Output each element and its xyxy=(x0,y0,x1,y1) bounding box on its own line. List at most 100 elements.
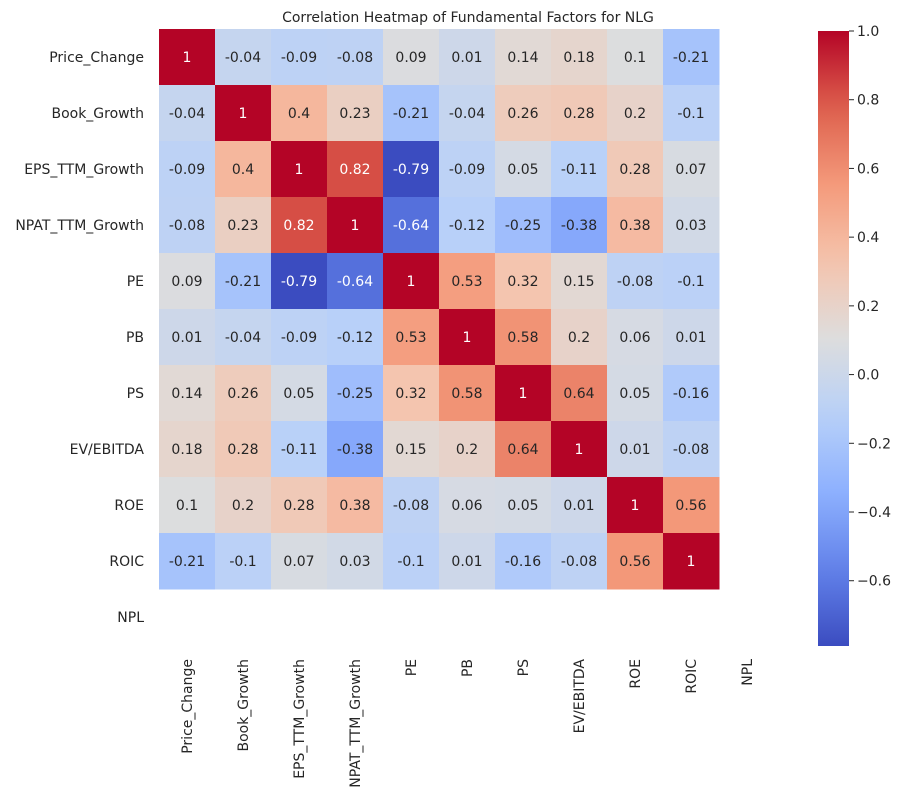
x-tick-label: PS xyxy=(516,659,532,676)
x-tick-label: PB xyxy=(460,659,476,677)
heatmap-cell xyxy=(607,29,664,86)
heatmap-cell xyxy=(551,309,608,366)
cell-annotation: -0.12 xyxy=(337,330,373,346)
heatmap-cell xyxy=(215,141,272,198)
cell-annotation: 0.58 xyxy=(507,330,538,346)
heatmap-cell xyxy=(551,421,608,478)
heatmap-cell xyxy=(663,309,720,366)
cell-annotation: 0.32 xyxy=(507,274,538,290)
cell-annotation: 0.09 xyxy=(395,50,426,66)
heatmap-cell xyxy=(327,253,384,310)
heatmap-cell xyxy=(215,365,272,422)
heatmap-cell xyxy=(271,29,328,86)
colorbar-tick-label: 0.8 xyxy=(857,93,879,109)
heatmap-cell xyxy=(495,85,552,142)
heatmap-cell xyxy=(159,309,216,366)
cell-annotation: 0.64 xyxy=(507,442,538,458)
cell-annotation: 1 xyxy=(519,386,528,402)
x-tick-label: EV/EBITDA xyxy=(572,659,588,734)
y-tick-label: EPS_TTM_Growth xyxy=(24,162,144,178)
cell-annotation: 0.06 xyxy=(451,498,482,514)
heatmap-cell xyxy=(383,85,440,142)
cell-annotation: -0.64 xyxy=(337,274,373,290)
heatmap-cell xyxy=(495,365,552,422)
cell-annotation: 0.82 xyxy=(283,218,314,234)
cell-annotation: 1 xyxy=(239,106,248,122)
cell-annotation: 0.14 xyxy=(507,50,538,66)
cell-annotations: 1 -0.04 -0.09 -0.08 0.09 0.01 0.14 0.18 0.1 -0.21… xyxy=(169,50,709,570)
heatmap-cell xyxy=(159,141,216,198)
colorbar-ticks: 1.0 0.8 0.6 0.4 0.2 0.0 −0.2 −0.4 −0.6 xyxy=(849,24,891,590)
heatmap-cell xyxy=(159,421,216,478)
heatmap-cell xyxy=(327,141,384,198)
heatmap-cell xyxy=(495,533,552,590)
cell-annotation: 0.56 xyxy=(675,498,706,514)
heatmap-cell xyxy=(663,197,720,254)
heatmap-cell xyxy=(439,365,496,422)
cell-annotation: 0.15 xyxy=(395,442,426,458)
cell-annotation: 0.18 xyxy=(563,50,594,66)
heatmap-cell xyxy=(215,197,272,254)
heatmap-cell xyxy=(495,29,552,86)
heatmap-cell xyxy=(551,477,608,534)
cell-annotation: -0.04 xyxy=(169,106,205,122)
heatmap-cell xyxy=(551,253,608,310)
heatmap-cell xyxy=(271,477,328,534)
y-tick-labels: Price_Change Book_Growth EPS_TTM_Growth NPA… xyxy=(15,50,144,626)
heatmap-cell xyxy=(607,421,664,478)
cell-annotation: 0.01 xyxy=(171,330,202,346)
cell-annotation: 0.01 xyxy=(451,50,482,66)
heatmap-cell xyxy=(663,29,720,86)
cell-annotation: 0.05 xyxy=(507,162,538,178)
cell-annotation: 0.32 xyxy=(395,386,426,402)
cell-annotation: 0.2 xyxy=(232,498,254,514)
cell-annotation: -0.09 xyxy=(281,330,317,346)
heatmap-cell xyxy=(439,29,496,86)
cell-annotation: 1 xyxy=(463,330,472,346)
cell-annotation: 1 xyxy=(575,442,584,458)
y-tick-label: PB xyxy=(126,330,144,346)
cell-annotation: -0.38 xyxy=(337,442,373,458)
heatmap-cell xyxy=(159,533,216,590)
x-tick-labels: Price_Change Book_Growth EPS_TTM_Growth NPA… xyxy=(180,659,756,788)
heatmap-cell xyxy=(271,85,328,142)
colorbar-gradient xyxy=(818,31,849,646)
cell-annotation: 0.05 xyxy=(619,386,650,402)
heatmap-cell xyxy=(215,29,272,86)
heatmap-cell xyxy=(439,253,496,310)
heatmap-cell xyxy=(663,421,720,478)
y-tick-label: ROIC xyxy=(109,554,144,570)
cell-annotation: 0.28 xyxy=(563,106,594,122)
y-tick-label: NPL xyxy=(117,610,144,626)
cell-annotation: 0.03 xyxy=(675,218,706,234)
y-tick-label: PE xyxy=(127,274,144,290)
heatmap-cell xyxy=(663,533,720,590)
heatmap-cell xyxy=(551,141,608,198)
y-tick-label: Price_Change xyxy=(49,50,144,66)
cell-annotation: -0.21 xyxy=(393,106,429,122)
cell-annotation: 0.82 xyxy=(339,162,370,178)
cell-annotation: -0.08 xyxy=(673,442,709,458)
cell-annotation: 0.05 xyxy=(507,498,538,514)
heatmap-cell xyxy=(215,85,272,142)
heatmap-cell xyxy=(663,85,720,142)
heatmap-cell xyxy=(495,477,552,534)
heatmap-cell xyxy=(663,253,720,310)
heatmap-cell xyxy=(607,141,664,198)
colorbar-tick-label: 0.4 xyxy=(857,230,879,246)
cell-annotation: -0.21 xyxy=(673,50,709,66)
heatmap-cell xyxy=(271,365,328,422)
cell-annotation: -0.12 xyxy=(449,218,485,234)
heatmap-cell xyxy=(271,421,328,478)
cell-annotation: -0.79 xyxy=(281,274,317,290)
heatmap-cell xyxy=(551,365,608,422)
cell-annotation: -0.25 xyxy=(337,386,373,402)
colorbar: 1.0 0.8 0.6 0.4 0.2 0.0 −0.2 −0.4 −0.6 xyxy=(818,24,891,646)
cell-annotation: 0.1 xyxy=(624,50,646,66)
heatmap-cell xyxy=(383,477,440,534)
heatmap-cell xyxy=(327,29,384,86)
heatmap-cell xyxy=(271,533,328,590)
cell-annotation: -0.09 xyxy=(449,162,485,178)
heatmap-cell xyxy=(327,421,384,478)
cell-annotation: 1 xyxy=(351,218,360,234)
